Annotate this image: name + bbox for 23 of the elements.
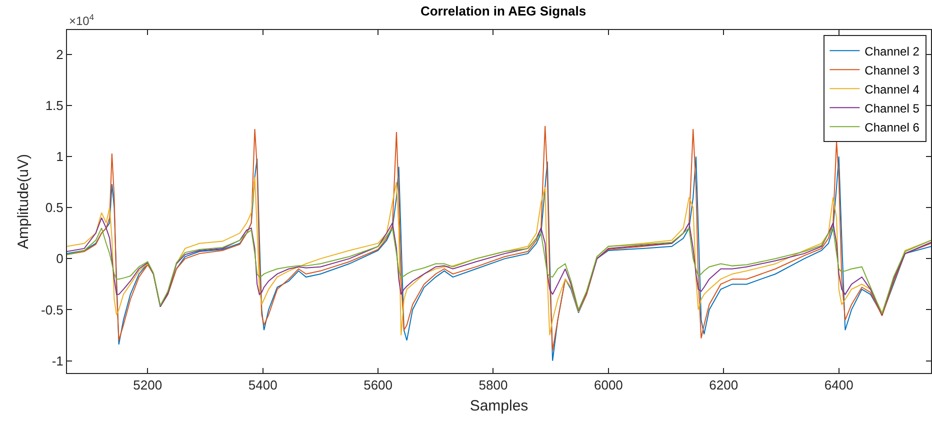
legend-label: Channel 4 — [864, 82, 920, 96]
y-tick-label: 0.5 — [45, 200, 64, 216]
x-tick-label: 6400 — [824, 378, 854, 393]
legend-label: Channel 5 — [864, 101, 920, 116]
y-tick-label: 0 — [56, 251, 64, 266]
legend-label: Channel 6 — [864, 120, 920, 134]
x-tick-label: 5800 — [478, 378, 508, 393]
x-tick-label: 5200 — [133, 378, 162, 393]
x-tick-label: 6200 — [709, 378, 738, 393]
y-tick-label: -1 — [52, 353, 64, 368]
chart-title: Correlation in AEG Signals — [420, 4, 586, 19]
y-tick-label: 1 — [56, 149, 64, 164]
y-tick-label: -0.5 — [40, 302, 64, 318]
y-axis-title: Amplitude(uV) — [15, 154, 32, 250]
y-tick-label: 2 — [56, 47, 64, 62]
legend-label: Channel 2 — [864, 44, 920, 58]
text: ×10$^{4}$ — [69, 12, 94, 28]
x-tick-label: 5400 — [248, 378, 278, 393]
legend-label: Channel 3 — [864, 63, 920, 78]
y-tick-label: 1.5 — [45, 98, 64, 114]
x-tick-label: 5600 — [364, 378, 392, 393]
x-tick-label: 6000 — [594, 378, 623, 393]
x-axis-title: Samples — [470, 398, 528, 415]
